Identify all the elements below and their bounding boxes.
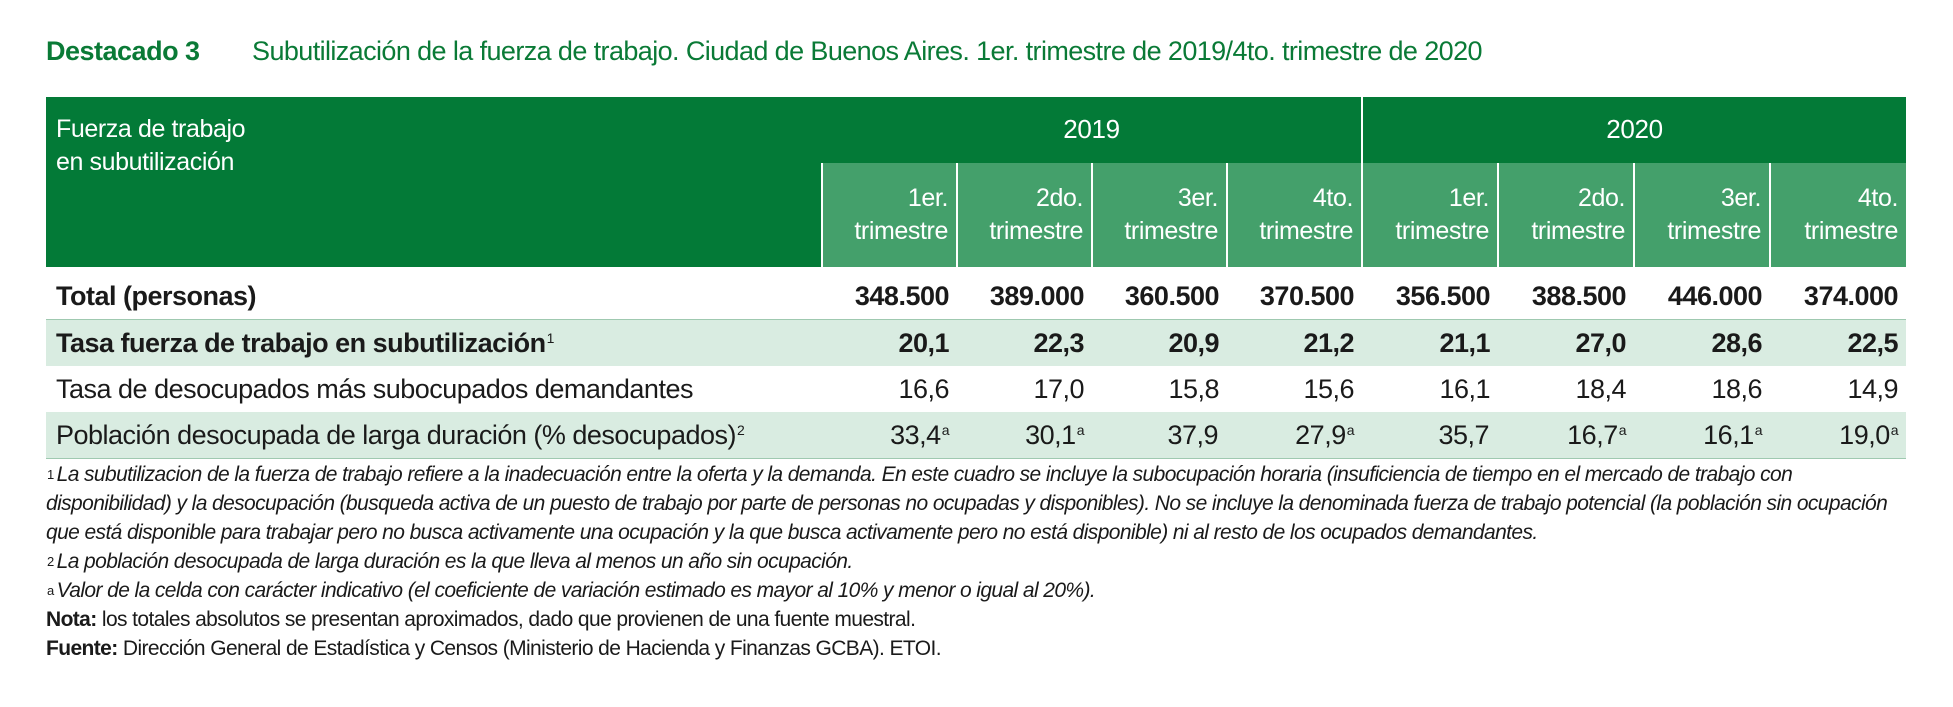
fuente: Fuente: Dirección General de Estadística… — [46, 637, 942, 660]
cell-value: 20,1 — [822, 319, 957, 366]
cell-value: 446.000 — [1634, 273, 1771, 320]
cell-value: 388.500 — [1498, 273, 1635, 320]
cell-value: 17,0 — [1033, 373, 1084, 404]
row-label: Población desocupada de larga duración (… — [46, 412, 822, 459]
footnote-ref: 2 — [736, 421, 745, 438]
cell-value: 374.000 — [1770, 273, 1907, 320]
row-label: Tasa de desocupados más subocupados dema… — [56, 373, 693, 404]
quarter-header: 1er. trimestre — [821, 161, 957, 267]
cell-value: 22,5 — [1770, 319, 1907, 366]
stub-header-line2: en subutilización — [56, 148, 235, 176]
cell-value: 18,4 — [1575, 373, 1627, 404]
table-row-tasa-desocupados: Tasa de desocupados más subocupados dema… — [46, 366, 1906, 412]
title-label: Destacado 3 — [46, 36, 200, 66]
cell-value: 27,0 — [1498, 319, 1635, 366]
cell-value: 33,4a — [822, 412, 957, 459]
table-row-tasa-subutilizacion: Tasa fuerza de trabajo en subutilización… — [46, 319, 1907, 366]
quarter-header: 4to. trimestre — [1769, 161, 1907, 267]
stub-header-line1: Fuerza de trabajo — [56, 115, 246, 143]
table-title: Destacado 3 Subutilización de la fuerza … — [46, 36, 1906, 76]
cell-value: 22,3 — [957, 319, 1092, 366]
cell-value: 14,9 — [1847, 373, 1899, 404]
cell-value: 16,1 — [1439, 373, 1491, 404]
row-label: Total (personas) — [46, 273, 822, 320]
cell-value: 16,6 — [898, 373, 949, 404]
quarter-header: 4to. trimestre — [1225, 161, 1363, 267]
stub-header: Fuerza de trabajo en subutilización — [46, 97, 822, 267]
nota: Nota: los totales absolutos se presentan… — [46, 608, 916, 631]
cell-value: 15,8 — [1168, 373, 1219, 404]
cell-value: 389.000 — [957, 273, 1092, 320]
footnote-ref: 1 — [546, 329, 555, 346]
table-row-total: Total (personas) 348.500 389.000 360.500… — [46, 273, 1907, 320]
cell-value: 20,9 — [1092, 319, 1227, 366]
quarter-header: 2do. trimestre — [1497, 161, 1635, 267]
quarter-header: 2do. trimestre — [956, 161, 1092, 267]
cell-value: 30,1a — [957, 412, 1092, 459]
cell-value: 19,0a — [1770, 412, 1907, 459]
cell-value: 16,7a — [1498, 412, 1635, 459]
footnote-1: 1 La subutilizacion de la fuerza de traba… — [46, 463, 1888, 544]
cell-value: 348.500 — [822, 273, 957, 320]
table-row-larga-duracion: Población desocupada de larga duración (… — [46, 412, 1907, 459]
cell-value: 360.500 — [1092, 273, 1227, 320]
footnote-2: 2 La población desocupada de larga duraci… — [47, 550, 853, 573]
footnotes: 1 La subutilizacion de la fuerza de traba… — [46, 460, 1916, 663]
cell-value: 35,7 — [1362, 412, 1499, 459]
cell-value: 37,9 — [1092, 412, 1227, 459]
cell-value: 16,1a — [1634, 412, 1771, 459]
cell-value: 370.500 — [1227, 273, 1363, 320]
cell-value: 21,1 — [1362, 319, 1499, 366]
cell-value: 15,6 — [1303, 373, 1355, 404]
year-header-2020: 2020 — [1361, 97, 1907, 162]
quarter-header: 1er. trimestre — [1361, 161, 1499, 267]
data-table: Fuerza de trabajo en subutilización 2019… — [46, 97, 1907, 459]
title-text: Subutilización de la fuerza de trabajo. … — [252, 36, 1482, 66]
cell-value: 28,6 — [1634, 319, 1771, 366]
quarter-header: 3er. trimestre — [1091, 161, 1227, 267]
cell-value: 356.500 — [1362, 273, 1499, 320]
cell-value: 21,2 — [1227, 319, 1363, 366]
cell-value: 27,9a — [1227, 412, 1363, 459]
cell-value: 18,6 — [1711, 373, 1763, 404]
year-header-2019: 2019 — [822, 97, 1363, 162]
footnote-a: a Valor de la celda con carácter indicati… — [47, 579, 1096, 602]
quarter-header: 3er. trimestre — [1633, 161, 1771, 267]
row-label: Tasa fuerza de trabajo en subutilización… — [46, 319, 822, 366]
